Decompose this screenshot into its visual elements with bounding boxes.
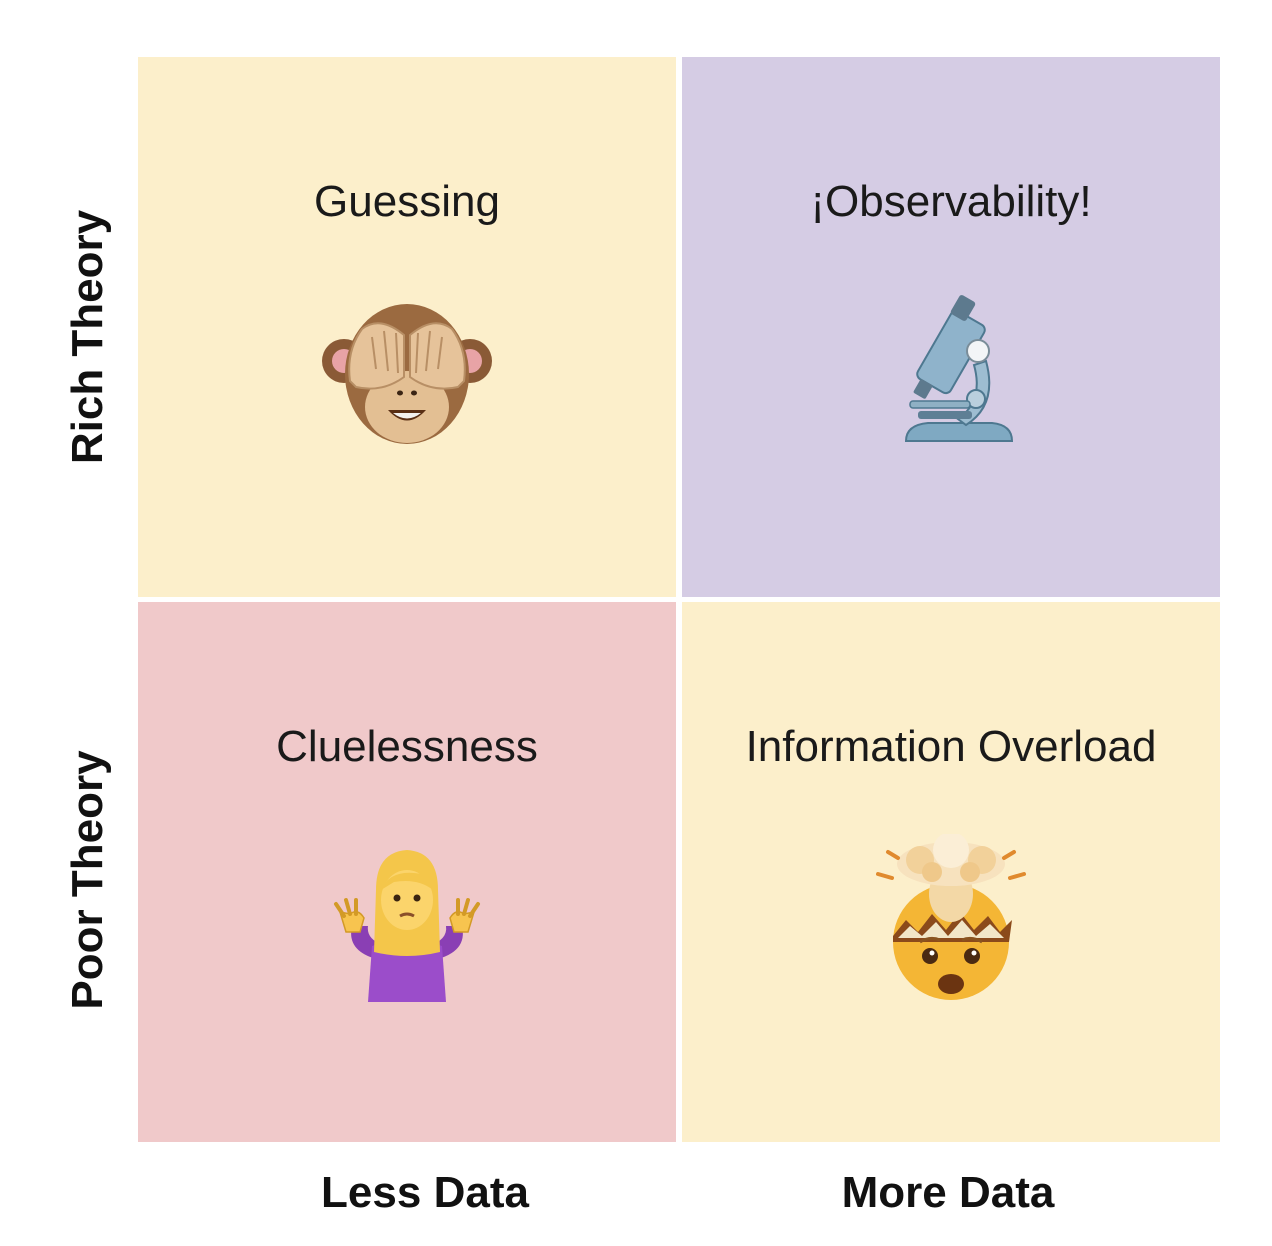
quadrant-guessing: Guessing [138,57,676,597]
x-axis-label-less-data: Less Data [321,1168,529,1217]
quadrant-label: Information Overload [745,722,1157,771]
quadrant-label: Cluelessness [276,722,538,771]
y-axis-label-rich-theory: Rich Theory [63,209,112,465]
quadrant-observability: ¡Observability! [682,57,1220,597]
quadrant-label: Guessing [314,177,500,226]
x-axis-label-more-data: More Data [841,1168,1055,1217]
microscope-icon [866,289,1036,459]
quadrant-information-overload: Information Overload [682,602,1220,1142]
see-no-evil-monkey-icon [322,289,492,459]
quadrant-grid: Guessing ¡Observability! [138,57,1220,1142]
quadrant-label: ¡Observability! [810,177,1092,226]
person-shrugging-icon [322,834,492,1004]
y-axis-label-poor-theory: Poor Theory [63,750,112,1010]
exploding-head-icon [866,834,1036,1004]
quadrant-cluelessness: Cluelessness [138,602,676,1142]
